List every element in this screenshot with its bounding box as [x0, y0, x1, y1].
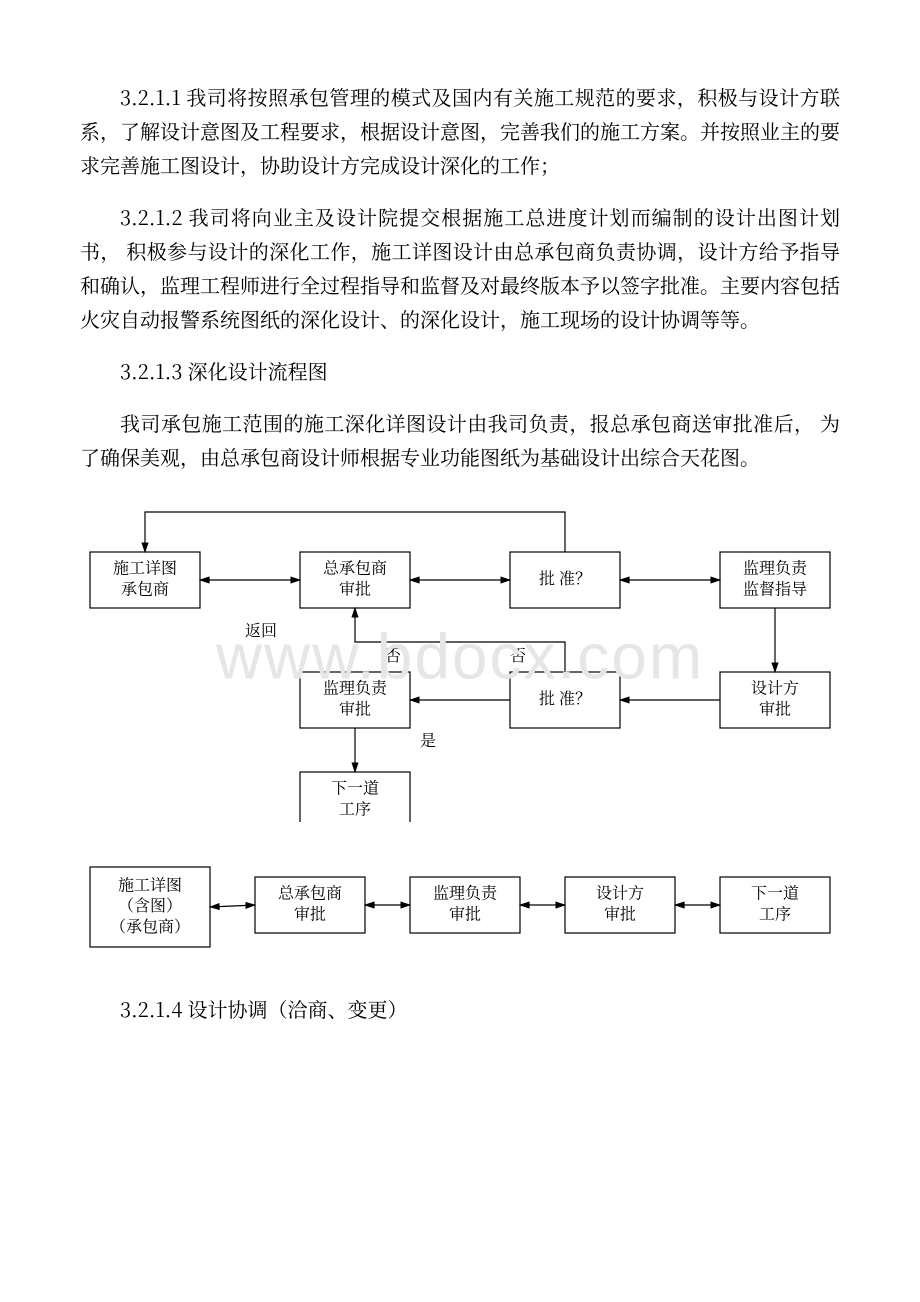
svg-text:返回: 返回	[245, 618, 277, 641]
svg-text:监理负责: 监理负责	[323, 676, 388, 699]
svg-text:审批: 审批	[339, 577, 371, 600]
svg-text:批 准？: 批 准？	[539, 686, 591, 709]
svg-text:否: 否	[510, 643, 526, 666]
svg-text:审批: 审批	[759, 697, 791, 720]
svg-text:下一道: 下一道	[751, 881, 799, 904]
svg-text:审批: 审批	[604, 902, 636, 925]
svg-text:审批: 审批	[339, 697, 371, 720]
svg-text:审批: 审批	[294, 902, 326, 925]
paragraph-3-2-1-3-body: 我司承包施工范围的施工深化详图设计由我司负责，报总承包商送审批准后， 为了确保美…	[80, 406, 840, 474]
flowchart-1: 施工详图承包商总承包商审批批 准？监理负责监督指导设计方审批批 准？监理负责审批…	[80, 492, 840, 822]
svg-text:是: 是	[420, 728, 436, 751]
document-page: 3.2.1.1 我司将按照承包管理的模式及国内有关施工规范的要求，积极与设计方联…	[0, 0, 920, 1302]
svg-text:设计方: 设计方	[596, 881, 644, 904]
svg-text:（含图）: （含图）	[118, 893, 182, 916]
svg-text:批 准？: 批 准？	[539, 566, 591, 589]
flowchart-1-container: www.bdocx.com 施工详图承包商总承包商审批批 准？监理负责监督指导设…	[80, 492, 840, 822]
svg-text:（承包商）: （承包商）	[110, 914, 190, 937]
svg-text:总承包商: 总承包商	[278, 881, 342, 904]
flowchart-2-container: 施工详图（含图）（承包商）总承包商审批监理负责审批设计方审批下一道工序	[80, 852, 840, 962]
flowchart-2: 施工详图（含图）（承包商）总承包商审批监理负责审批设计方审批下一道工序	[80, 852, 840, 962]
svg-text:监督指导: 监督指导	[743, 577, 807, 600]
svg-text:施工详图: 施工详图	[113, 556, 177, 579]
svg-text:承包商: 承包商	[121, 577, 169, 600]
svg-text:审批: 审批	[449, 902, 481, 925]
svg-text:设计方: 设计方	[751, 676, 799, 699]
svg-text:否: 否	[385, 643, 401, 666]
paragraph-3-2-1-2: 3.2.1.2 我司将向业主及设计院提交根据施工总进度计划而编制的设计出图计划书…	[80, 200, 840, 336]
heading-3-2-1-3: 3.2.1.3 深化设计流程图	[80, 354, 840, 388]
paragraph-3-2-1-1: 3.2.1.1 我司将按照承包管理的模式及国内有关施工规范的要求，积极与设计方联…	[80, 80, 840, 182]
svg-text:施工详图: 施工详图	[118, 872, 182, 895]
svg-text:监理负责: 监理负责	[433, 881, 498, 904]
svg-text:总承包商: 总承包商	[323, 556, 387, 579]
svg-text:工序: 工序	[759, 902, 791, 925]
svg-text:下一道: 下一道	[331, 776, 379, 799]
svg-text:监理负责: 监理负责	[743, 556, 808, 579]
svg-text:工序: 工序	[339, 797, 371, 820]
heading-3-2-1-4: 3.2.1.4 设计协调（洽商、变更）	[80, 992, 840, 1026]
